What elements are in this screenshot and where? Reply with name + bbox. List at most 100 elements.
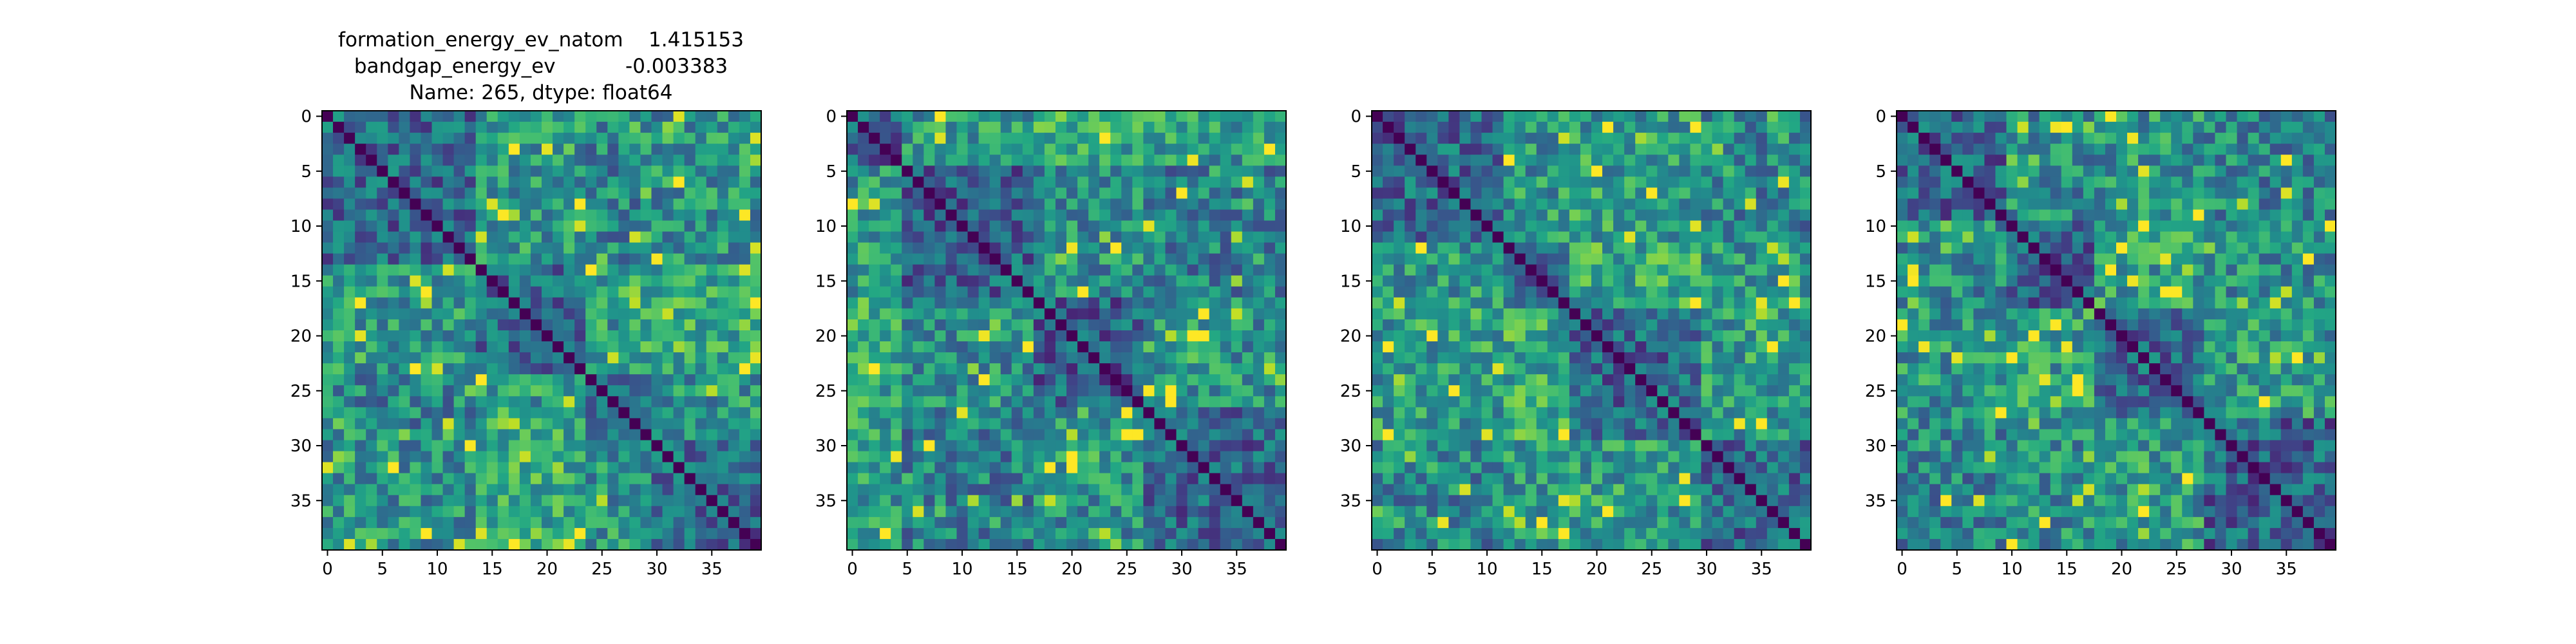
- heatmap-cell: [706, 374, 718, 386]
- heatmap-cell: [1723, 473, 1735, 485]
- heatmap-cell: [553, 275, 564, 287]
- heatmap-cell: [695, 385, 707, 397]
- heatmap-cell: [739, 122, 751, 133]
- heatmap-cell: [618, 166, 630, 177]
- heatmap-cell: [1110, 176, 1122, 188]
- heatmap-cell: [923, 187, 935, 199]
- heatmap-cell: [717, 473, 729, 485]
- heatmap-cell: [333, 111, 345, 122]
- heatmap-cell: [1066, 133, 1078, 144]
- heatmap-cell: [453, 297, 466, 309]
- heatmap-cell: [858, 209, 869, 222]
- heatmap-cell: [1143, 440, 1155, 452]
- heatmap-cell: [1514, 462, 1526, 474]
- heatmap-cell: [1788, 352, 1801, 364]
- heatmap-cell: [1635, 418, 1647, 430]
- heatmap-cell: [618, 407, 630, 419]
- heatmap-cell: [1242, 451, 1254, 463]
- y-tick-label: 25: [815, 382, 837, 401]
- heatmap-cell: [431, 275, 444, 287]
- heatmap-cell: [880, 451, 891, 463]
- heatmap-cell: [574, 473, 586, 485]
- heatmap-cell: [662, 209, 674, 222]
- heatmap-cell: [453, 275, 466, 287]
- heatmap-cell: [388, 144, 399, 155]
- heatmap-cell: [1274, 308, 1287, 320]
- y-tick-label: 5: [301, 162, 312, 182]
- heatmap-cell: [902, 429, 913, 441]
- heatmap-cell: [1022, 187, 1034, 199]
- heatmap-cell: [1558, 209, 1570, 222]
- heatmap-cell: [978, 516, 990, 529]
- heatmap-cell: [945, 220, 958, 232]
- heatmap-cell: [431, 462, 444, 474]
- heatmap-cell: [989, 253, 1001, 265]
- heatmap-cell: [651, 440, 663, 452]
- heatmap-cell: [1372, 122, 1383, 133]
- heatmap-cell: [728, 209, 740, 222]
- heatmap-cell: [574, 286, 586, 298]
- heatmap-cell: [1405, 418, 1416, 430]
- heatmap-cell: [662, 242, 674, 254]
- heatmap-cell: [684, 418, 696, 430]
- heatmap-cell: [1745, 385, 1757, 397]
- heatmap-cell: [1088, 308, 1100, 320]
- heatmap-cell: [1756, 319, 1768, 331]
- heatmap-cell: [739, 264, 751, 276]
- heatmap-cell: [1547, 396, 1559, 408]
- heatmap-cell: [728, 308, 740, 320]
- heatmap-cell: [1788, 407, 1801, 419]
- heatmap-cell: [1580, 176, 1592, 188]
- heatmap-cell: [1448, 385, 1460, 397]
- heatmap-cell: [1437, 144, 1449, 155]
- heatmap-cell: [1055, 166, 1067, 177]
- heatmap-cell: [1022, 155, 1034, 166]
- heatmap-cell: [1220, 275, 1232, 287]
- heatmap-cell: [1198, 242, 1210, 254]
- heatmap-cell: [519, 462, 531, 474]
- heatmap-cell: [1121, 484, 1133, 496]
- heatmap-cell: [1066, 429, 1078, 441]
- heatmap-cell: [923, 264, 935, 276]
- heatmap-cell: [1416, 440, 1427, 452]
- heatmap-cell: [1176, 440, 1188, 452]
- heatmap-cell: [913, 527, 924, 540]
- heatmap-cell: [607, 407, 619, 419]
- heatmap-cell: [1066, 155, 1078, 166]
- heatmap-cell: [1777, 352, 1790, 364]
- heatmap-cell: [1701, 253, 1713, 265]
- heatmap-cell: [629, 516, 641, 529]
- heatmap-cell: [1383, 363, 1394, 375]
- heatmap-cell: [464, 319, 477, 331]
- heatmap-cell: [934, 462, 947, 474]
- heatmap-cell: [1525, 297, 1537, 309]
- heatmap-cell: [1591, 396, 1603, 408]
- heatmap-cell: [1668, 187, 1680, 199]
- heatmap-cell: [1165, 231, 1177, 243]
- heatmap-cell: [1110, 473, 1122, 485]
- heatmap-cell: [607, 506, 619, 518]
- heatmap-cell: [880, 363, 891, 375]
- heatmap-cell: [1690, 319, 1702, 331]
- heatmap-cell: [1198, 253, 1210, 265]
- heatmap-cell: [564, 155, 575, 166]
- heatmap-cell: [1777, 209, 1790, 222]
- heatmap-cell: [1274, 198, 1287, 211]
- heatmap-cell: [739, 111, 751, 122]
- heatmap-cell: [1459, 198, 1472, 211]
- heatmap-cell: [945, 319, 958, 331]
- heatmap-cell: [1055, 440, 1067, 452]
- heatmap-cell: [574, 308, 586, 320]
- heatmap-cell: [1591, 122, 1603, 133]
- heatmap-cell: [596, 462, 608, 474]
- heatmap-cell: [1602, 319, 1614, 331]
- heatmap-cell: [1176, 198, 1188, 211]
- heatmap-cell: [1000, 198, 1012, 211]
- heatmap-cell: [2215, 122, 2227, 133]
- heatmap-cell: [1745, 495, 1757, 507]
- heatmap-cell: [333, 341, 345, 353]
- heatmap-cell: [967, 220, 980, 232]
- heatmap-cell: [585, 363, 597, 375]
- heatmap-cell: [1176, 286, 1188, 298]
- heatmap-cell: [1657, 363, 1669, 375]
